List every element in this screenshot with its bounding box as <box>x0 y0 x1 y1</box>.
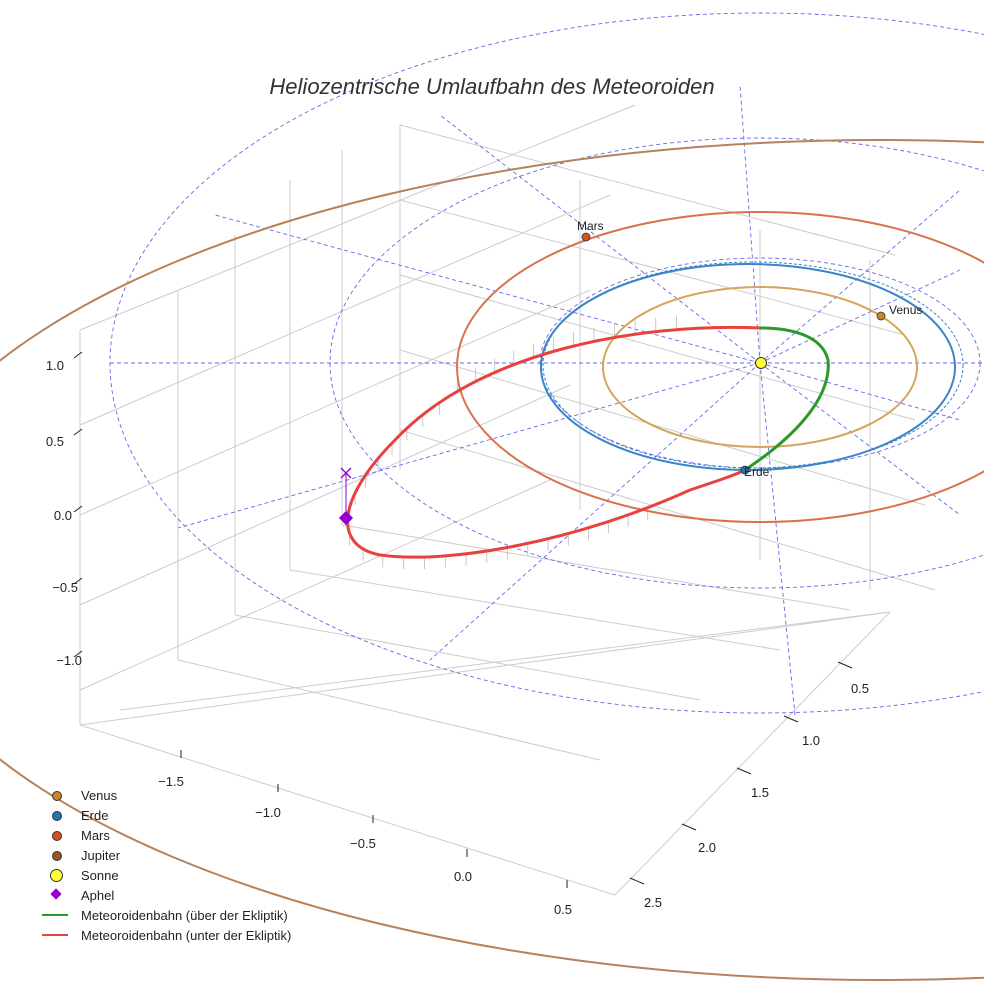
legend-item: Aphel <box>38 885 291 905</box>
z-tick-label: −1.0 <box>56 653 82 668</box>
y-tick-label: 0.5 <box>851 681 869 696</box>
grid-line <box>79 384 571 606</box>
legend-key <box>38 825 78 845</box>
chart-title: Heliozentrische Umlaufbahn des Meteoroid… <box>269 74 715 99</box>
jupiter-orbit <box>0 139 984 981</box>
grid-line <box>399 199 906 336</box>
legend-item: Mars <box>38 825 291 845</box>
ecliptic-ray <box>177 362 761 529</box>
legend-item: Erde <box>38 805 291 825</box>
y-tick-label: 2.0 <box>698 840 716 855</box>
grid-line <box>341 524 851 611</box>
aphel-projection-marker <box>340 467 352 479</box>
legend-item: Venus <box>38 785 291 805</box>
venus-marker <box>876 311 886 321</box>
orbit-stems <box>347 315 677 570</box>
mars-orbit <box>456 211 984 523</box>
sun-marker <box>755 357 767 369</box>
legend-key <box>38 885 78 905</box>
z-tick-label: 0.0 <box>54 508 72 523</box>
ecliptic-ray <box>759 362 796 716</box>
legend-label: Meteoroidenbahn (unter der Ekliptik) <box>81 927 292 943</box>
x-tick-label: 0.5 <box>554 902 572 917</box>
grid-line <box>79 104 636 331</box>
erde-label: Erde <box>744 465 770 479</box>
erde-orbit-dashed <box>542 261 964 469</box>
grid-line <box>79 479 551 691</box>
grid-line <box>399 124 896 256</box>
x-tick-label: −1.5 <box>158 774 184 789</box>
legend-item: Jupiter <box>38 845 291 865</box>
legend-key <box>38 905 78 925</box>
legend-label: Sonne <box>81 867 119 883</box>
y-tick-label: 1.5 <box>751 785 769 800</box>
meteoroid-orbit-below <box>346 325 761 559</box>
grid-line <box>399 429 936 591</box>
grid-line <box>399 274 916 421</box>
legend-label: Erde <box>81 807 109 823</box>
z-tick-label: −0.5 <box>52 580 78 595</box>
legend-key <box>38 865 78 885</box>
legend-label: Venus <box>81 787 118 803</box>
venus-orbit <box>602 286 918 448</box>
grid-line <box>79 194 611 426</box>
x-tick-labels: −1.5 −1.0 −0.5 0.0 0.5 <box>158 774 572 917</box>
ecliptic-ray <box>759 189 961 364</box>
ecliptic-ray <box>739 84 761 364</box>
aphel-marker <box>338 510 354 526</box>
grid-line <box>614 611 891 896</box>
legend-key <box>38 845 78 865</box>
ecliptic-ray <box>759 269 961 364</box>
grid-line <box>177 659 601 761</box>
legend-item: Meteoroidenbahn (unter der Ekliptik) <box>38 925 291 945</box>
grid-line <box>399 349 926 506</box>
legend-key <box>38 785 78 805</box>
meteoroid-orbit-above <box>744 326 830 472</box>
erde-marker <box>740 465 750 475</box>
ecliptic-ray <box>759 362 961 421</box>
x-axis <box>180 750 568 888</box>
grid-line <box>79 289 591 516</box>
grid-panes <box>79 104 936 896</box>
ecliptic-ray <box>429 362 761 661</box>
y-axis <box>629 661 853 885</box>
grid-line <box>79 611 891 726</box>
grid-line <box>289 569 781 651</box>
y-tick-labels: 0.5 1.0 1.5 2.0 2.5 <box>644 681 869 910</box>
legend-key <box>38 805 78 825</box>
mars-marker <box>581 232 591 242</box>
y-tick-label: 2.5 <box>644 895 662 910</box>
legend: Venus Erde Mars Jupiter Sonne Aphel Meteoroide… <box>38 785 291 945</box>
legend-key <box>38 925 78 945</box>
z-tick-label: 1.0 <box>46 358 64 373</box>
legend-item: Meteoroidenbahn (über der Ekliptik) <box>38 905 291 925</box>
z-axis <box>73 351 83 658</box>
z-tick-label: 0.5 <box>46 434 64 449</box>
x-tick-label: −1.0 <box>255 805 281 820</box>
mars-label: Mars <box>577 219 604 233</box>
x-tick-label: −0.5 <box>350 836 376 851</box>
legend-label: Jupiter <box>81 847 121 863</box>
ecliptic-ray <box>759 362 961 516</box>
ecliptic-ray <box>439 114 761 364</box>
ecliptic-grid <box>109 12 984 716</box>
legend-item: Sonne <box>38 865 291 885</box>
ecliptic-ray <box>214 214 761 364</box>
legend-label: Meteoroidenbahn (über der Ekliptik) <box>81 907 288 923</box>
grid-line <box>234 614 701 701</box>
grid-line <box>119 611 891 711</box>
venus-label: Venus <box>889 303 922 317</box>
legend-label: Aphel <box>81 887 115 903</box>
x-tick-label: 0.0 <box>454 869 472 884</box>
legend-label: Mars <box>81 827 110 843</box>
z-tick-labels: 1.0 0.5 0.0 −0.5 −1.0 <box>46 358 82 668</box>
y-tick-label: 1.0 <box>802 733 820 748</box>
